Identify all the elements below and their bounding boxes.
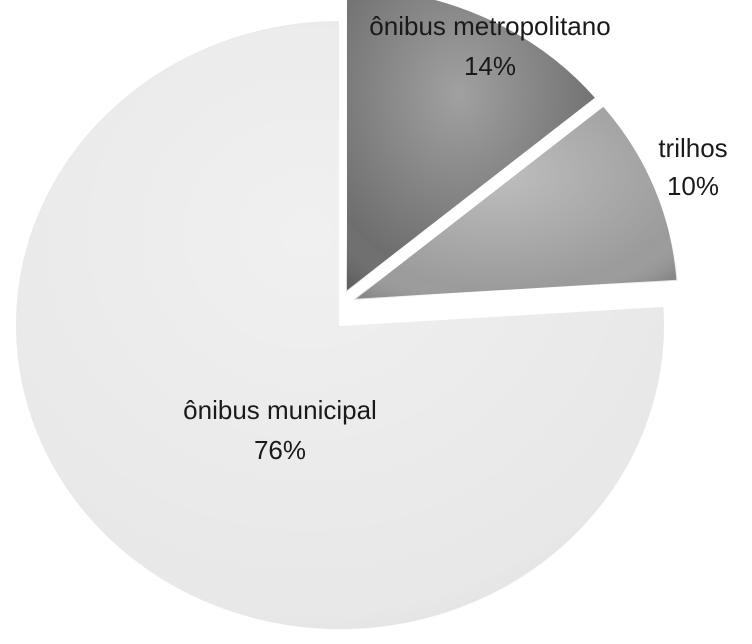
- slice-value-label: 14%: [464, 51, 516, 81]
- slice-value-label: 76%: [254, 435, 306, 465]
- slice-value-label: 10%: [667, 171, 719, 201]
- slice-shade: [14, 20, 666, 631]
- slice-label: ônibus municipal: [183, 395, 377, 425]
- slice-shade: [345, 0, 597, 293]
- pie: [14, 0, 679, 631]
- slice-label: trilhos: [658, 133, 727, 163]
- slice-label: ônibus metropolitano: [369, 11, 610, 41]
- slice-shade: [353, 105, 678, 300]
